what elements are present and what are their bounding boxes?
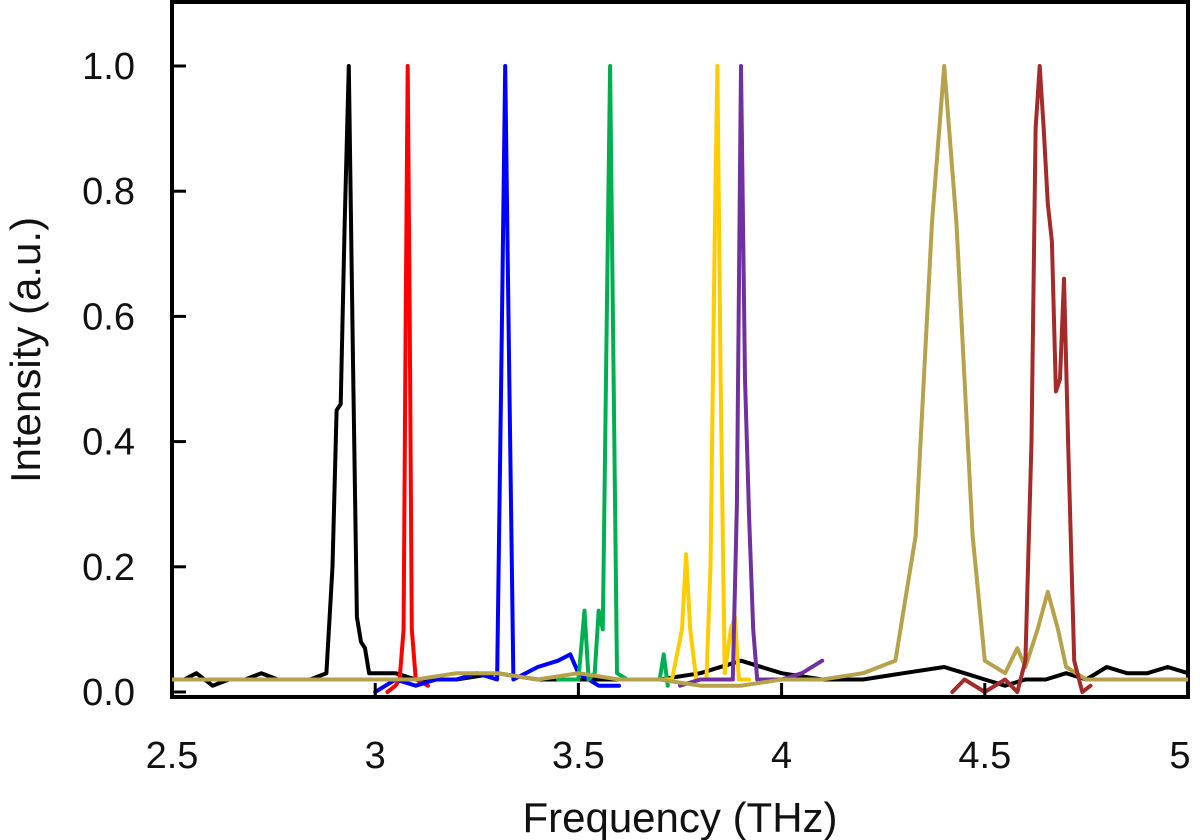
- series-line-3: [373, 64, 621, 694]
- y-tick-label: 0.4: [82, 422, 135, 464]
- x-tick-label: 3.5: [552, 735, 605, 777]
- x-tick-label: 4: [771, 735, 792, 777]
- y-tick-label: 0.6: [82, 296, 135, 338]
- y-tick-label: 0.8: [82, 171, 135, 213]
- series-line-8: [950, 64, 1093, 694]
- x-tick-label: 5: [1169, 735, 1190, 777]
- x-tick-label: 4.5: [958, 735, 1011, 777]
- series-line-7: [172, 64, 1188, 688]
- x-tick-label: 3: [365, 735, 386, 777]
- x-tick-label: 2.5: [146, 735, 199, 777]
- y-axis-title: Intensity (a.u.): [2, 217, 49, 483]
- plot-frame: [170, 0, 1190, 699]
- series-layer: [172, 64, 1188, 694]
- series-line-2: [385, 64, 430, 694]
- y-tick-label: 0.2: [82, 547, 135, 589]
- x-axis-title: Frequency (THz): [522, 794, 837, 840]
- series-line-4: [556, 64, 670, 688]
- tick-layer: 2.5 3 3.5 4 4.5 5 0.0 0.2 0.4 0.6 0.8 1.0: [82, 46, 1190, 777]
- y-tick-label: 1.0: [82, 46, 135, 88]
- y-tick-label: 0.0: [82, 672, 135, 714]
- series-line-6: [678, 64, 825, 688]
